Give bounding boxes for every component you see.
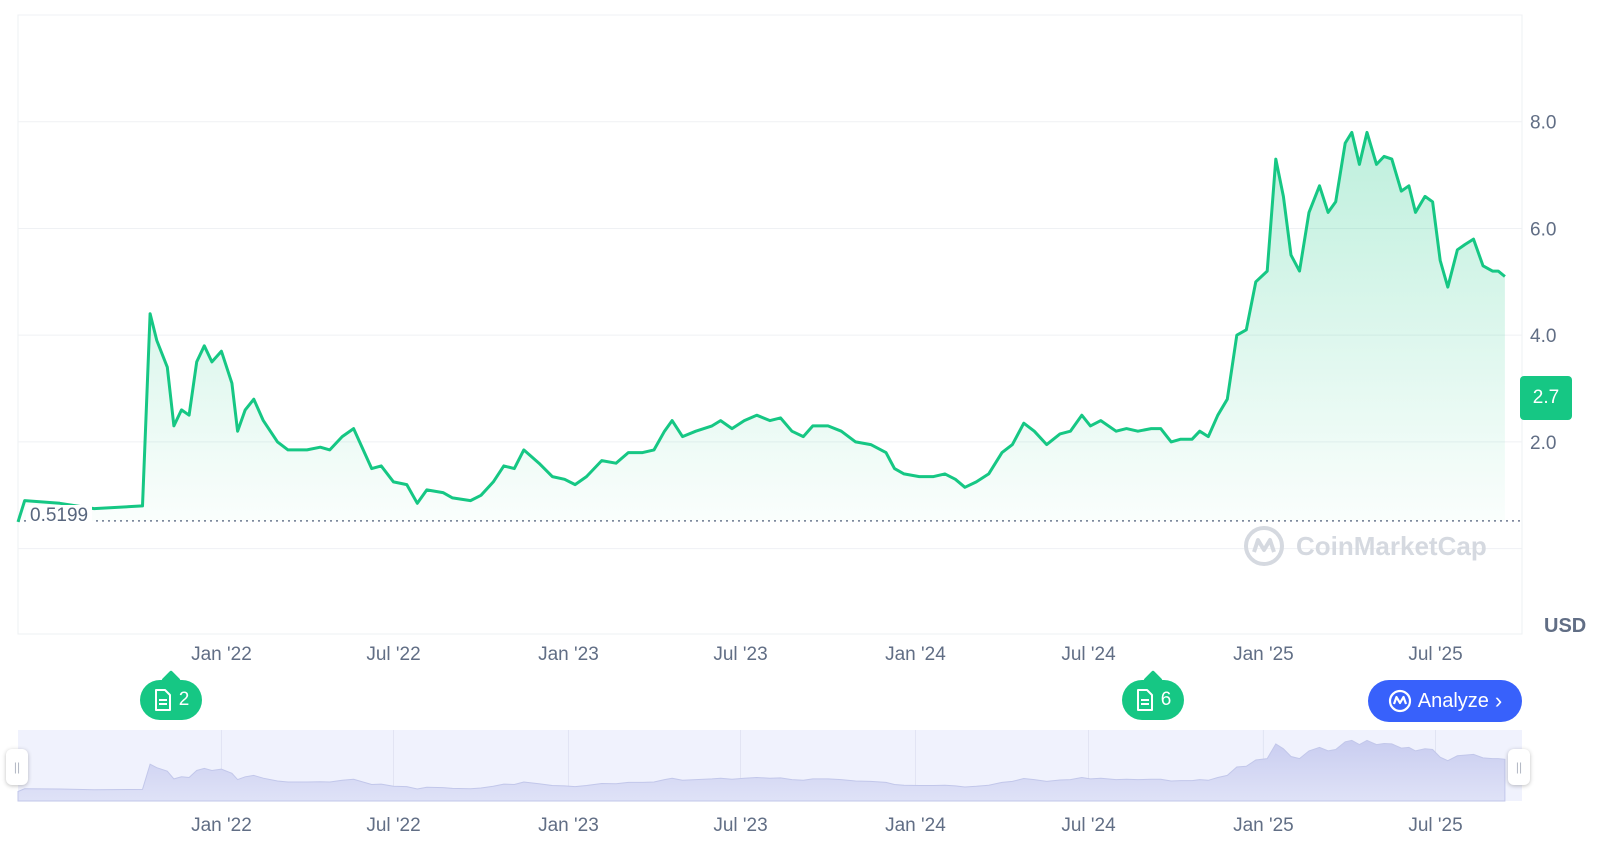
navigator-x-tick-label: Jul '23 — [713, 815, 767, 836]
coinmarketcap-watermark: CoinMarketCap — [1242, 524, 1487, 568]
navigator-x-tick-label: Jul '25 — [1408, 815, 1462, 836]
price-area — [18, 132, 1505, 522]
range-handle-right[interactable]: || — [1508, 749, 1530, 785]
x-tick-label: Jul '25 — [1408, 644, 1462, 665]
navigator-x-tick-label: Jan '22 — [191, 815, 252, 836]
document-icon — [154, 689, 171, 711]
x-tick-label: Jan '23 — [538, 644, 599, 665]
baseline-price-label: 0.5199 — [26, 505, 93, 527]
navigator-x-tick-label: Jan '23 — [538, 815, 599, 836]
y-tick-label: 4.0 — [1530, 326, 1556, 347]
watermark-text: CoinMarketCap — [1296, 530, 1487, 561]
news-count: 2 — [178, 689, 190, 710]
x-tick-label: Jul '24 — [1061, 644, 1116, 665]
y-tick-label: 8.0 — [1530, 113, 1556, 134]
navigator-x-tick-label: Jan '25 — [1233, 815, 1294, 836]
x-tick-label: Jan '25 — [1233, 644, 1294, 665]
coinmarketcap-logo-icon — [1244, 526, 1284, 566]
news-marker-oct-24[interactable]: 6 — [1122, 680, 1184, 720]
news-marker-jan-22[interactable]: 2 — [140, 680, 202, 720]
range-handle-left[interactable]: || — [6, 749, 28, 785]
x-tick-label: Jan '22 — [191, 644, 252, 665]
analyze-button[interactable]: Analyze › — [1368, 680, 1522, 722]
navigator-x-tick-label: Jan '24 — [885, 815, 946, 836]
navigator-x-tick-label: Jul '22 — [366, 815, 420, 836]
analyze-label: Analyze — [1417, 689, 1489, 712]
coinmarketcap-logo-icon — [1388, 689, 1411, 713]
navigator-x-tick-label: Jul '24 — [1061, 815, 1116, 836]
y-tick-label: 6.0 — [1530, 219, 1556, 240]
document-icon — [1136, 689, 1153, 711]
price-line — [16, 130, 1506, 523]
news-count: 6 — [1160, 689, 1172, 710]
chevron-right-icon: › — [1494, 688, 1503, 713]
x-tick-label: Jan '24 — [885, 644, 946, 665]
currency-label: USD — [1544, 615, 1587, 637]
x-tick-label: Jul '22 — [366, 644, 420, 665]
x-tick-label: Jul '23 — [713, 644, 767, 665]
y-tick-label: 2.0 — [1530, 433, 1556, 454]
navigator-area — [17, 739, 1506, 802]
current-price-tag: 2.7 — [1520, 376, 1572, 420]
